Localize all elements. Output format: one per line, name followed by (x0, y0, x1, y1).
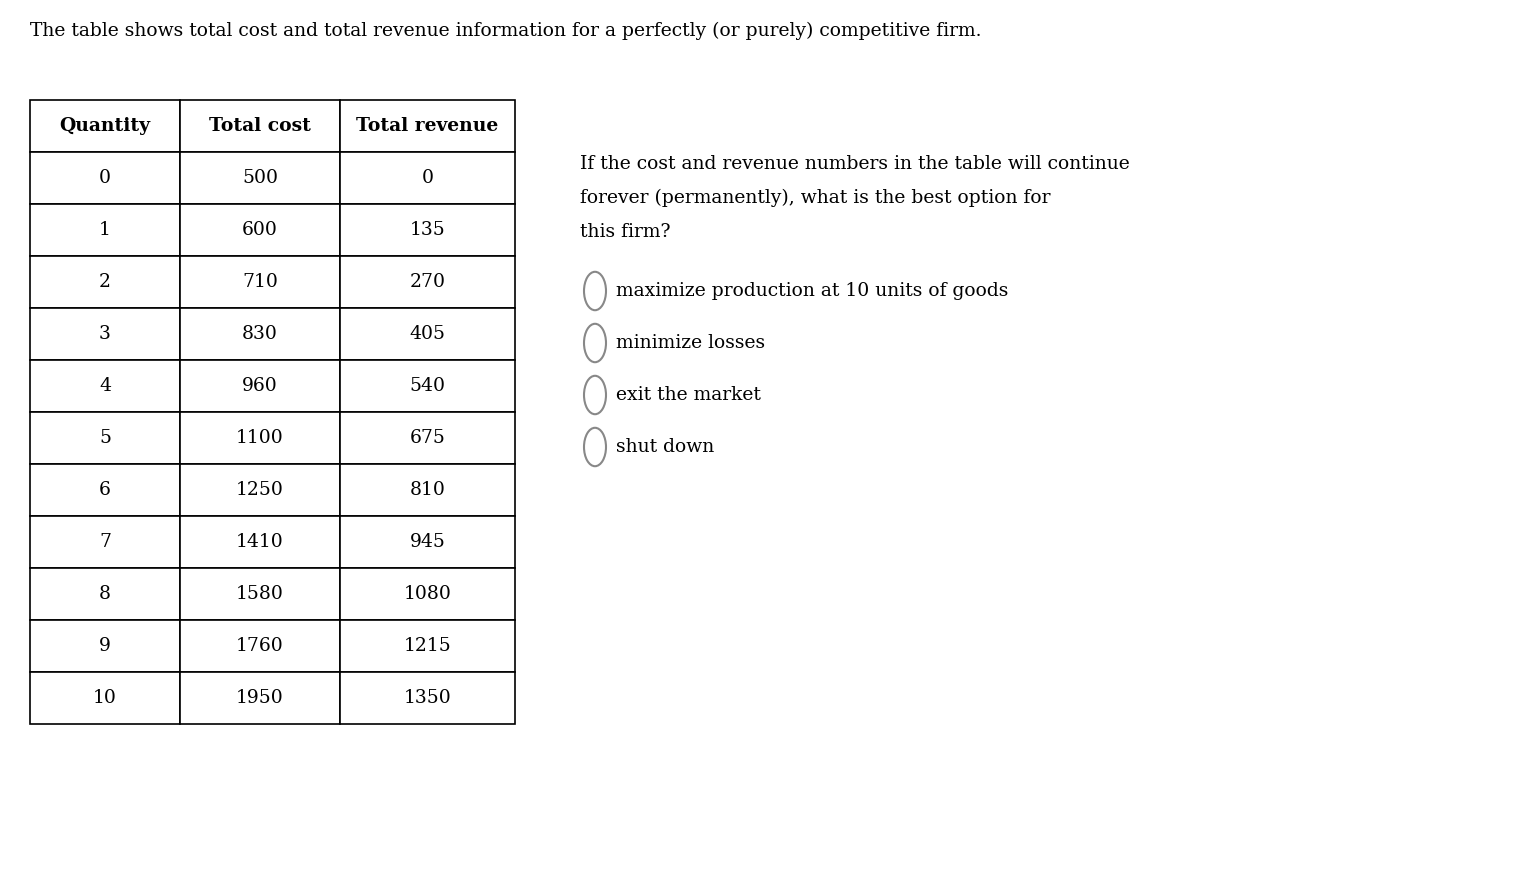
Text: 270: 270 (410, 273, 445, 291)
Text: maximize production at 10 units of goods: maximize production at 10 units of goods (616, 282, 1009, 300)
Text: Total cost: Total cost (209, 117, 311, 135)
Bar (29, 672, 180, 724)
Text: 10: 10 (92, 689, 117, 707)
Text: 135: 135 (410, 221, 445, 239)
Text: 1080: 1080 (403, 585, 451, 603)
Text: 405: 405 (410, 325, 445, 343)
Bar (29, 100, 180, 152)
Bar (180, 152, 340, 204)
Ellipse shape (584, 376, 607, 415)
Text: 600: 600 (242, 221, 277, 239)
Bar (340, 100, 514, 152)
Bar (180, 412, 340, 464)
Bar (29, 620, 180, 672)
Text: Quantity: Quantity (60, 117, 151, 135)
Text: If the cost and revenue numbers in the table will continue: If the cost and revenue numbers in the t… (581, 155, 1130, 173)
Text: minimize losses: minimize losses (616, 334, 765, 352)
Bar (180, 100, 340, 152)
Bar (29, 308, 180, 360)
Text: 1215: 1215 (403, 637, 451, 655)
Text: 7: 7 (99, 533, 111, 551)
Bar (180, 360, 340, 412)
Text: 4: 4 (99, 377, 111, 395)
Text: 5: 5 (99, 429, 111, 447)
Bar (180, 568, 340, 620)
Bar (340, 620, 514, 672)
Bar (29, 152, 180, 204)
Bar (340, 568, 514, 620)
Text: 3: 3 (99, 325, 111, 343)
Bar (340, 204, 514, 256)
Bar (180, 256, 340, 308)
Text: 9: 9 (99, 637, 111, 655)
Text: shut down: shut down (616, 438, 715, 456)
Text: 1100: 1100 (236, 429, 283, 447)
Bar (29, 360, 180, 412)
Bar (29, 464, 180, 516)
Text: 1250: 1250 (236, 481, 283, 499)
Text: 675: 675 (410, 429, 445, 447)
Bar (340, 152, 514, 204)
Text: 0: 0 (422, 169, 433, 187)
Bar (180, 620, 340, 672)
Text: 540: 540 (410, 377, 445, 395)
Text: exit the market: exit the market (616, 386, 761, 404)
Ellipse shape (584, 272, 607, 310)
Text: 0: 0 (99, 169, 111, 187)
Ellipse shape (584, 428, 607, 467)
Bar (29, 568, 180, 620)
Bar (180, 308, 340, 360)
Text: 945: 945 (410, 533, 445, 551)
Text: this firm?: this firm? (581, 223, 670, 241)
Bar (340, 464, 514, 516)
Bar (180, 464, 340, 516)
Text: 1580: 1580 (236, 585, 283, 603)
Text: 1350: 1350 (403, 689, 451, 707)
Text: 6: 6 (99, 481, 111, 499)
Bar (340, 308, 514, 360)
Bar (340, 360, 514, 412)
Text: 1950: 1950 (236, 689, 283, 707)
Text: 830: 830 (242, 325, 277, 343)
Text: forever (permanently), what is the best option for: forever (permanently), what is the best … (581, 189, 1050, 207)
Text: 1760: 1760 (236, 637, 283, 655)
Bar (340, 256, 514, 308)
Bar (29, 256, 180, 308)
Bar (29, 412, 180, 464)
Bar (29, 516, 180, 568)
Text: 960: 960 (242, 377, 277, 395)
Text: 2: 2 (99, 273, 111, 291)
Text: 500: 500 (242, 169, 279, 187)
Text: Total revenue: Total revenue (356, 117, 499, 135)
Text: 710: 710 (242, 273, 277, 291)
Text: 8: 8 (99, 585, 111, 603)
Bar (29, 204, 180, 256)
Bar (180, 516, 340, 568)
Bar (340, 516, 514, 568)
Text: The table shows total cost and total revenue information for a perfectly (or pur: The table shows total cost and total rev… (29, 22, 981, 41)
Text: 810: 810 (410, 481, 445, 499)
Bar (180, 204, 340, 256)
Text: 1410: 1410 (236, 533, 283, 551)
Ellipse shape (584, 324, 607, 363)
Bar (180, 672, 340, 724)
Text: 1: 1 (99, 221, 111, 239)
Bar (340, 412, 514, 464)
Bar (340, 672, 514, 724)
